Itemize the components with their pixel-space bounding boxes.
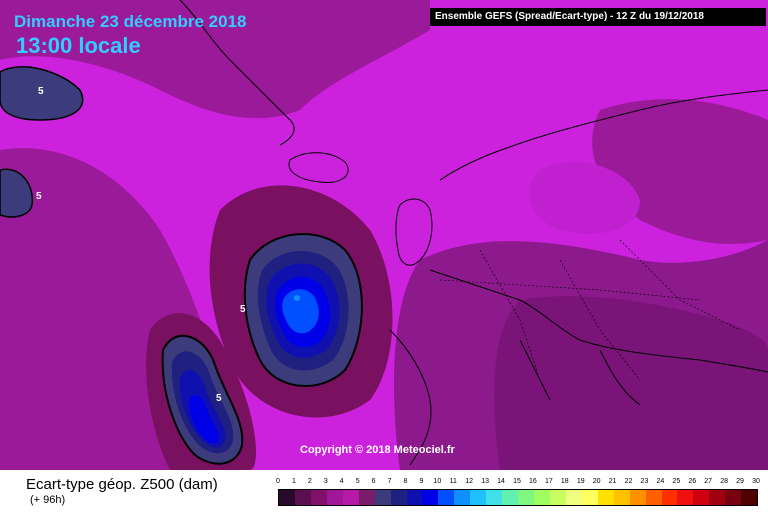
legend-tick-label: 15 [513, 478, 521, 485]
legend-tick-label: 16 [529, 478, 537, 485]
legend-swatch [741, 490, 758, 505]
legend-swatch [310, 490, 327, 505]
legend-tick-label: 17 [544, 478, 553, 485]
legend-swatch [565, 490, 582, 505]
legend-tick-label: 0 [276, 478, 280, 485]
legend-tick-label: 8 [403, 478, 408, 485]
legend-swatch [422, 490, 439, 505]
legend-tick-label: 22 [624, 478, 633, 485]
legend-swatch [518, 490, 534, 505]
field-region-north-atlantic [0, 0, 430, 119]
legend-tick-label: 26 [688, 478, 697, 485]
contour-central-core [282, 289, 319, 334]
color-scale-ticks: 0 1 2 3 4 5 6 7 8 9 10 11 12 13 14 15 16 17 18 19 20 21 22 23 24… [276, 478, 760, 488]
legend-swatch [358, 490, 375, 505]
legend-swatch [581, 490, 598, 505]
iberia-coast [389, 329, 432, 466]
legend-tick-label: 9 [419, 478, 424, 485]
greenland-coast [179, 0, 295, 146]
legend-lead-time: (+ 96h) [30, 494, 66, 506]
legend-swatch [502, 490, 519, 505]
legend-swatch [549, 490, 566, 505]
legend-tick-label: 27 [704, 478, 713, 485]
balkans-coast [599, 349, 641, 406]
scandinavia-coast [439, 89, 768, 181]
forecast-time: 13:00 locale [16, 33, 141, 58]
contour-label: 5 [240, 304, 246, 315]
contour-label: 5 [38, 86, 44, 97]
legend-swatch [342, 490, 359, 505]
legend-tick-label: 10 [433, 478, 442, 485]
border-line-1 [439, 279, 701, 301]
legend-title: Ecart-type géop. Z500 (dam) [26, 476, 218, 493]
legend-swatch [725, 490, 742, 505]
legend-tick-label: 28 [720, 478, 729, 485]
field-region-southeast [494, 296, 768, 470]
legend-tick-label: 13 [481, 478, 490, 485]
legend-swatch [693, 490, 710, 505]
legend-swatch [326, 490, 343, 505]
border-line-4 [619, 239, 741, 331]
legend-swatch [677, 490, 694, 505]
contour-south-core [189, 394, 220, 444]
legend-swatch [406, 490, 423, 505]
legend-swatch [374, 490, 391, 505]
iceland-coast [288, 152, 349, 184]
contour-nw-top [0, 66, 84, 121]
legend-swatch [597, 490, 614, 505]
legend-swatch [486, 490, 503, 505]
legend-tick-label: 23 [640, 478, 649, 485]
contour-label: 5 [216, 393, 222, 404]
legend-tick-label: 25 [672, 478, 681, 485]
legend-tick-label: 24 [656, 478, 665, 485]
legend-tick-label: 29 [736, 478, 744, 485]
coastlines [179, 0, 768, 466]
copyright: Copyright © 2018 Meteociel.fr [300, 444, 455, 456]
legend-tick-label: 14 [497, 478, 505, 485]
legend-tick-label: 4 [339, 478, 344, 485]
legend-swatch [454, 490, 471, 505]
contour-nw-mid [0, 168, 34, 218]
legend-swatch [534, 490, 550, 505]
italy-coast [519, 339, 551, 401]
spread-field-svg [0, 0, 768, 470]
model-run-header: Ensemble GEFS (Spread/Ecart-type) - 12 Z… [430, 8, 766, 26]
weather-map: 5 5 5 5 Dimanche 23 décembre 2018 13:00 … [0, 0, 768, 470]
legend-tick-label: 12 [465, 478, 474, 485]
legend-tick-label: 11 [449, 478, 457, 485]
borders [439, 239, 741, 381]
field-region-scandinavia [529, 161, 640, 234]
border-line-2 [479, 249, 541, 381]
legend-tick-label: 21 [608, 478, 617, 485]
contour-central-max [294, 295, 300, 301]
legend-tick-label: 2 [307, 478, 312, 485]
europe-coast [429, 269, 768, 373]
legend-tick-label: 20 [592, 478, 601, 485]
legend-tick-label: 18 [560, 478, 569, 485]
color-scale-bar [278, 489, 758, 506]
legend-swatch [629, 490, 646, 505]
legend-swatch [645, 490, 662, 505]
legend-swatch [661, 490, 678, 505]
british-isles-coast [395, 198, 433, 266]
legend-swatch [613, 490, 630, 505]
legend-tick-label: 6 [371, 478, 376, 485]
legend-tick-label: 5 [355, 478, 360, 485]
legend-swatch [438, 490, 455, 505]
border-line-3 [559, 259, 641, 381]
legend-tick-label: 7 [387, 478, 392, 485]
legend-tick-label: 19 [576, 478, 585, 485]
legend-swatch [390, 490, 407, 505]
legend-swatch [279, 490, 295, 505]
legend-tick-label: 3 [323, 478, 328, 485]
legend-swatch [709, 490, 726, 505]
legend-swatch [294, 490, 311, 505]
legend-swatch [470, 490, 487, 505]
contour-label: 5 [36, 191, 42, 202]
legend-tick-label: 1 [291, 478, 296, 485]
legend-tick-label: 30 [752, 478, 760, 485]
forecast-date: Dimanche 23 décembre 2018 [14, 12, 247, 31]
